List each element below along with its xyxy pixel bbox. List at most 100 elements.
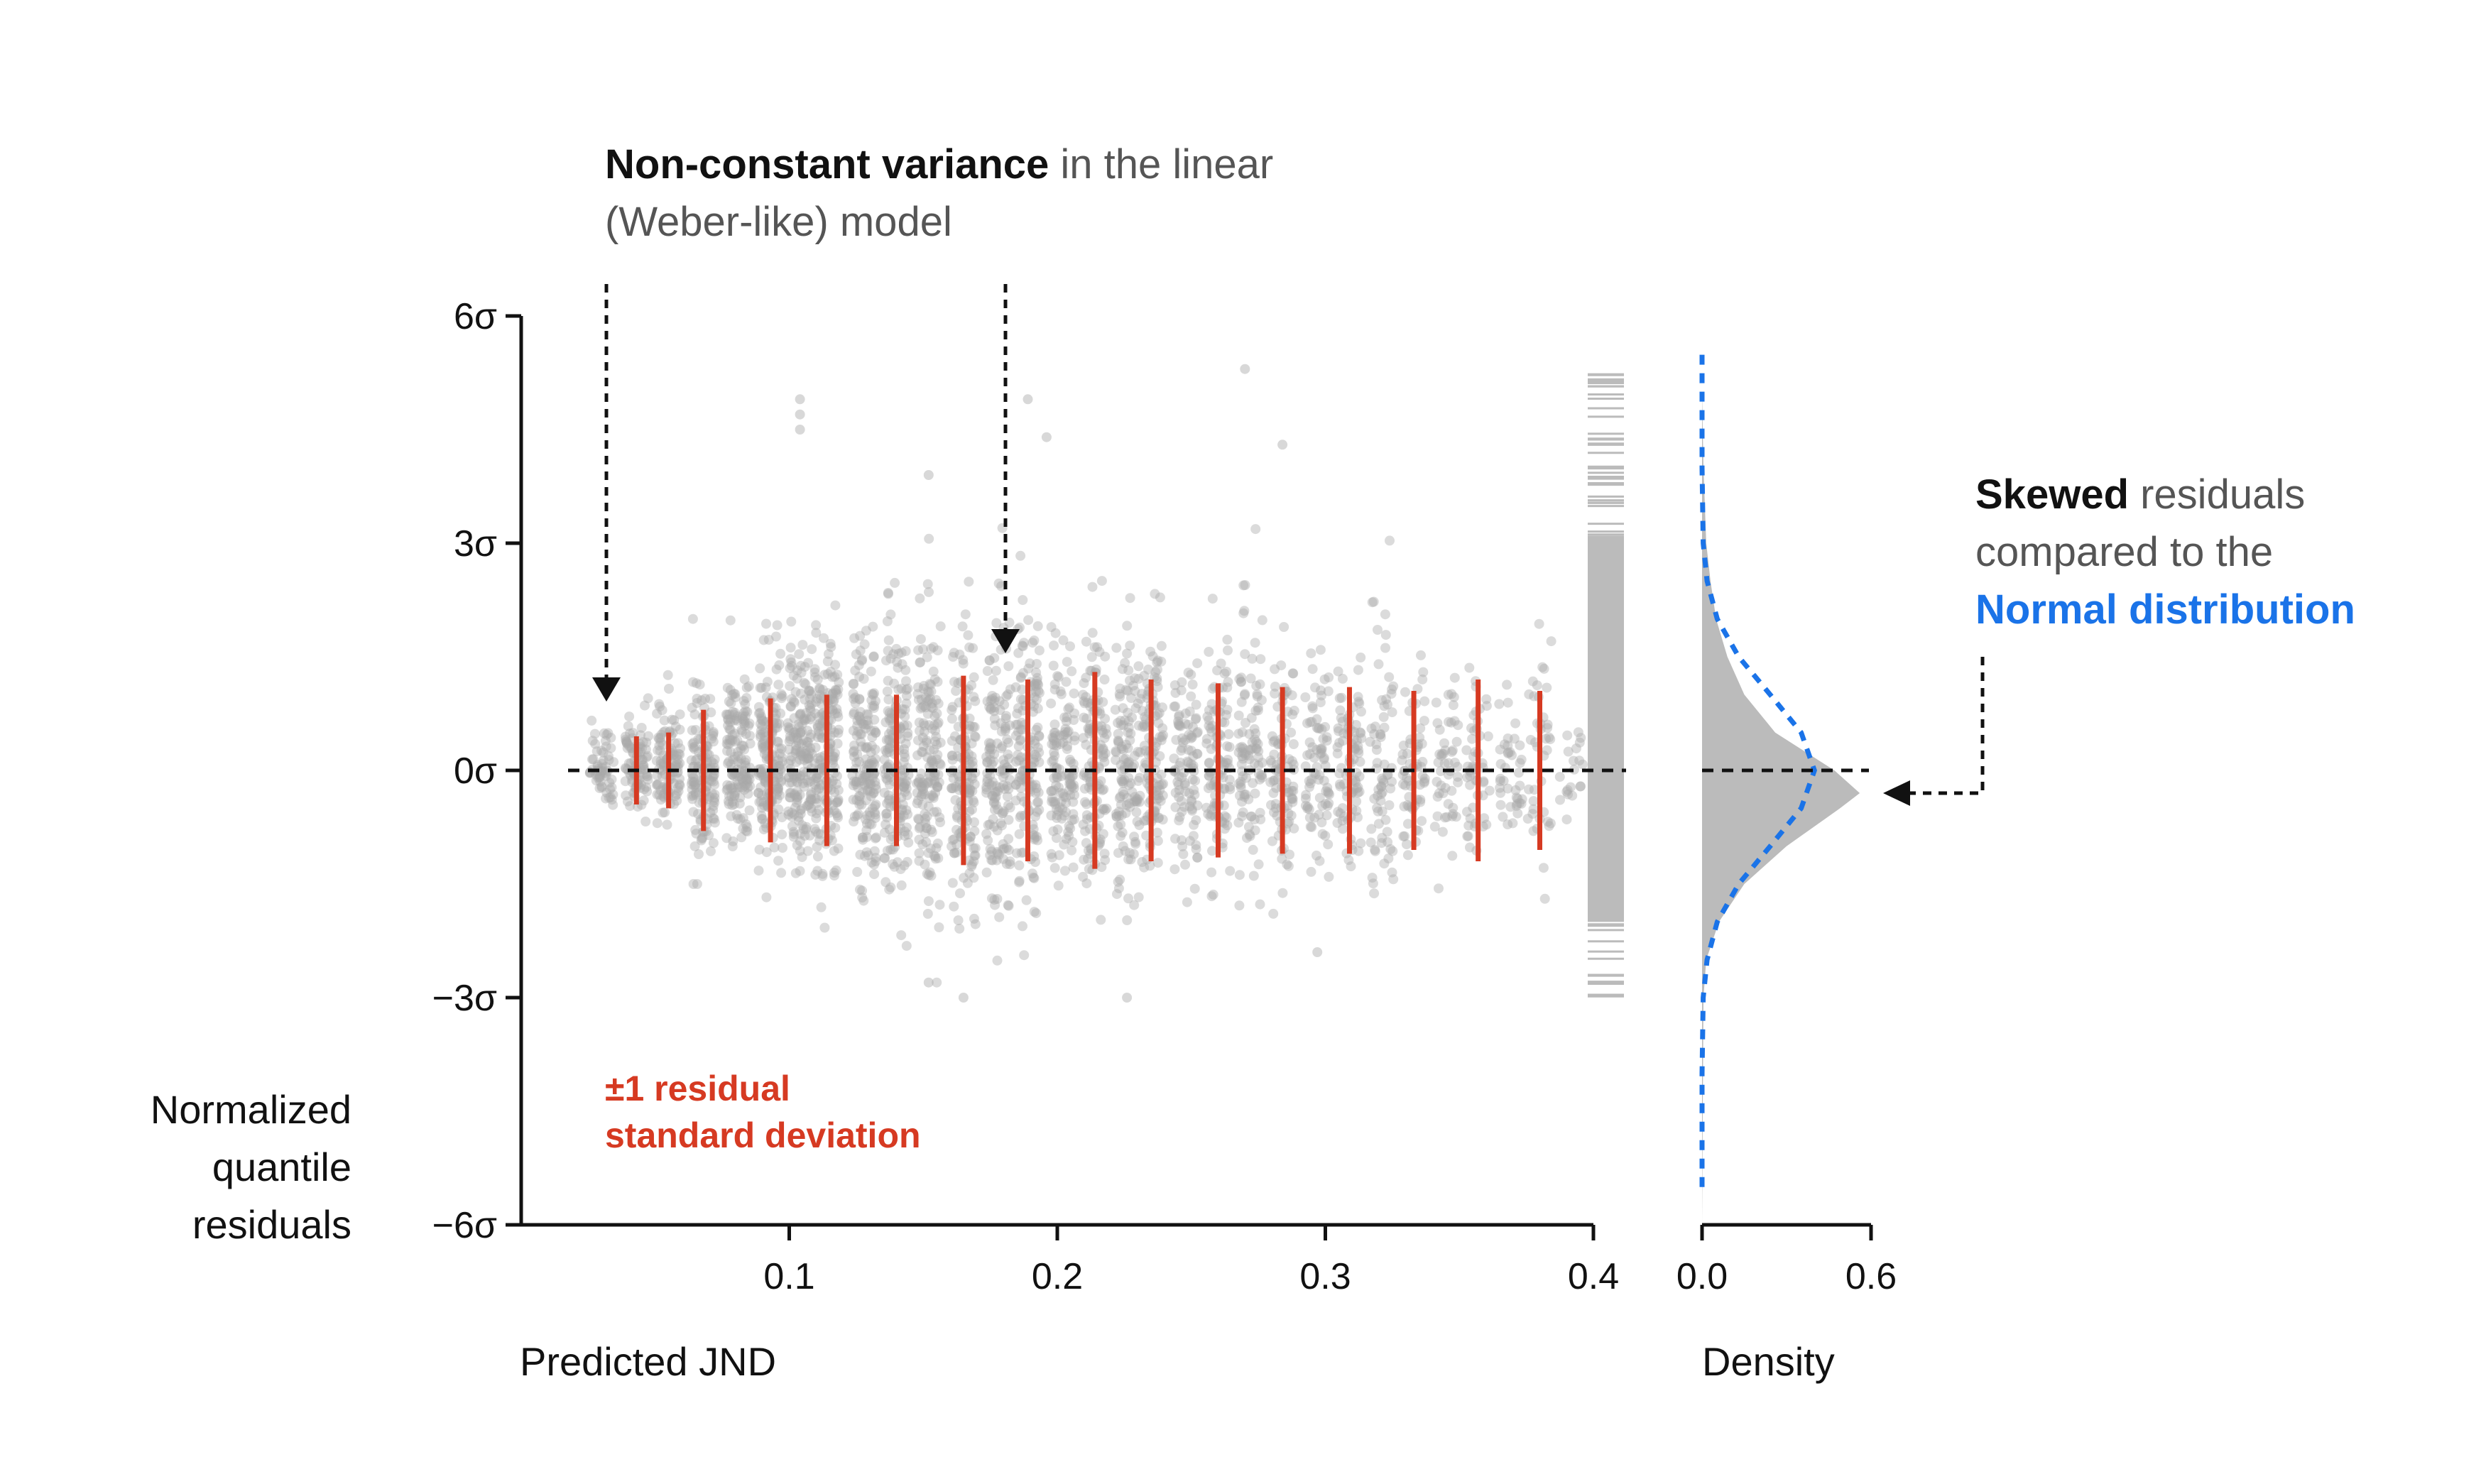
scatter-point	[1123, 893, 1133, 904]
scatter-point	[849, 633, 860, 643]
scatter-point	[1189, 785, 1199, 795]
scatter-point	[1155, 592, 1165, 603]
scatter-point	[1096, 915, 1106, 925]
scatter-point	[1030, 811, 1041, 822]
scatter-point	[708, 729, 719, 739]
scatter-point	[1029, 635, 1040, 645]
scatter-point	[594, 772, 604, 782]
scatter-point	[738, 770, 748, 780]
scatter-point	[882, 846, 893, 856]
scatter-point	[964, 788, 975, 799]
scatter-point	[868, 787, 879, 798]
scatter-point	[802, 736, 812, 747]
scatter-point	[901, 676, 911, 687]
scatter-point	[966, 861, 977, 872]
scatter-point	[604, 751, 614, 761]
scatter-point	[816, 763, 827, 773]
scatter-point	[833, 796, 844, 807]
scatter-point	[1122, 621, 1133, 631]
scatter-point	[871, 800, 881, 810]
scatter-point	[726, 747, 736, 758]
scatter-point	[925, 844, 936, 853]
scatter-point	[777, 756, 787, 767]
scatter-point	[675, 774, 685, 784]
scatter-point	[1576, 781, 1586, 792]
scatter-point	[970, 696, 981, 706]
scatter-point	[655, 702, 665, 712]
scatter-point	[857, 655, 868, 665]
scatter-point	[899, 720, 910, 731]
scatter-point	[770, 709, 781, 720]
scatter-point	[918, 778, 929, 788]
scatter-point	[757, 790, 767, 801]
scatter-point	[1135, 773, 1145, 783]
scatter-point	[918, 718, 929, 729]
scatter-point	[998, 772, 1008, 782]
scatter-point	[1239, 606, 1250, 616]
scatter-point	[914, 848, 925, 858]
scatter-point	[912, 798, 922, 809]
scatter-point	[1014, 829, 1025, 839]
scatter-point	[994, 912, 1005, 922]
scatter-point	[1034, 757, 1045, 768]
scatter-point	[793, 815, 804, 826]
scatter-point	[861, 831, 872, 842]
scatter-point	[1010, 719, 1021, 730]
scatter-point	[690, 788, 701, 798]
scatter-point	[1013, 703, 1023, 714]
scatter-point	[927, 778, 938, 789]
scatter-point	[1005, 802, 1015, 813]
scatter-point	[811, 826, 821, 837]
scatter-point	[1219, 717, 1230, 728]
scatter-point	[880, 809, 891, 819]
scatter-point	[1223, 645, 1233, 655]
scatter-point	[809, 672, 820, 682]
scatter-point	[829, 727, 840, 738]
scatter-point	[801, 746, 812, 756]
scatter-point	[1028, 754, 1039, 765]
scatter-point	[855, 770, 865, 781]
scatter-point	[809, 667, 820, 678]
scatter-point	[1112, 889, 1122, 900]
scatter-point	[812, 841, 822, 852]
scatter-point	[1005, 720, 1015, 731]
scatter-point	[1495, 782, 1505, 793]
scatter-point	[726, 698, 736, 709]
scatter-point	[926, 757, 937, 768]
scatter-point	[991, 792, 1001, 802]
scatter-point	[927, 698, 937, 709]
scatter-point	[983, 835, 993, 846]
scatter-point	[1512, 799, 1522, 809]
scatter-point	[917, 747, 928, 758]
scatter-point	[1332, 748, 1343, 759]
scatter-point	[999, 844, 1010, 854]
scatter-point	[1191, 699, 1201, 710]
scatter-point	[933, 853, 944, 863]
scatter-point	[806, 787, 817, 798]
scatter-point	[949, 648, 959, 658]
scatter-point	[1062, 727, 1073, 738]
scatter-point	[1538, 863, 1549, 873]
scatter-point	[754, 770, 765, 780]
scatter-point	[913, 777, 924, 787]
scatter-point	[1417, 756, 1428, 767]
scatter-point	[1238, 580, 1249, 591]
scatter-point	[966, 751, 977, 762]
scatter-point	[858, 719, 869, 730]
scatter-point	[603, 728, 614, 738]
scatter-point	[736, 740, 747, 751]
scatter-point	[1061, 716, 1072, 726]
scatter-point	[849, 709, 859, 719]
scatter-point	[970, 843, 981, 853]
scatter-point	[798, 751, 808, 762]
scatter-point	[922, 752, 933, 763]
scatter-point	[1010, 756, 1021, 767]
scatter-point	[706, 707, 716, 718]
scatter-point	[969, 826, 980, 836]
scatter-point	[708, 736, 719, 747]
scatter-point	[1415, 723, 1426, 733]
scatter-point	[709, 797, 720, 807]
scatter-point	[913, 778, 924, 788]
scatter-point	[1180, 719, 1191, 729]
scatter-point	[885, 653, 896, 664]
